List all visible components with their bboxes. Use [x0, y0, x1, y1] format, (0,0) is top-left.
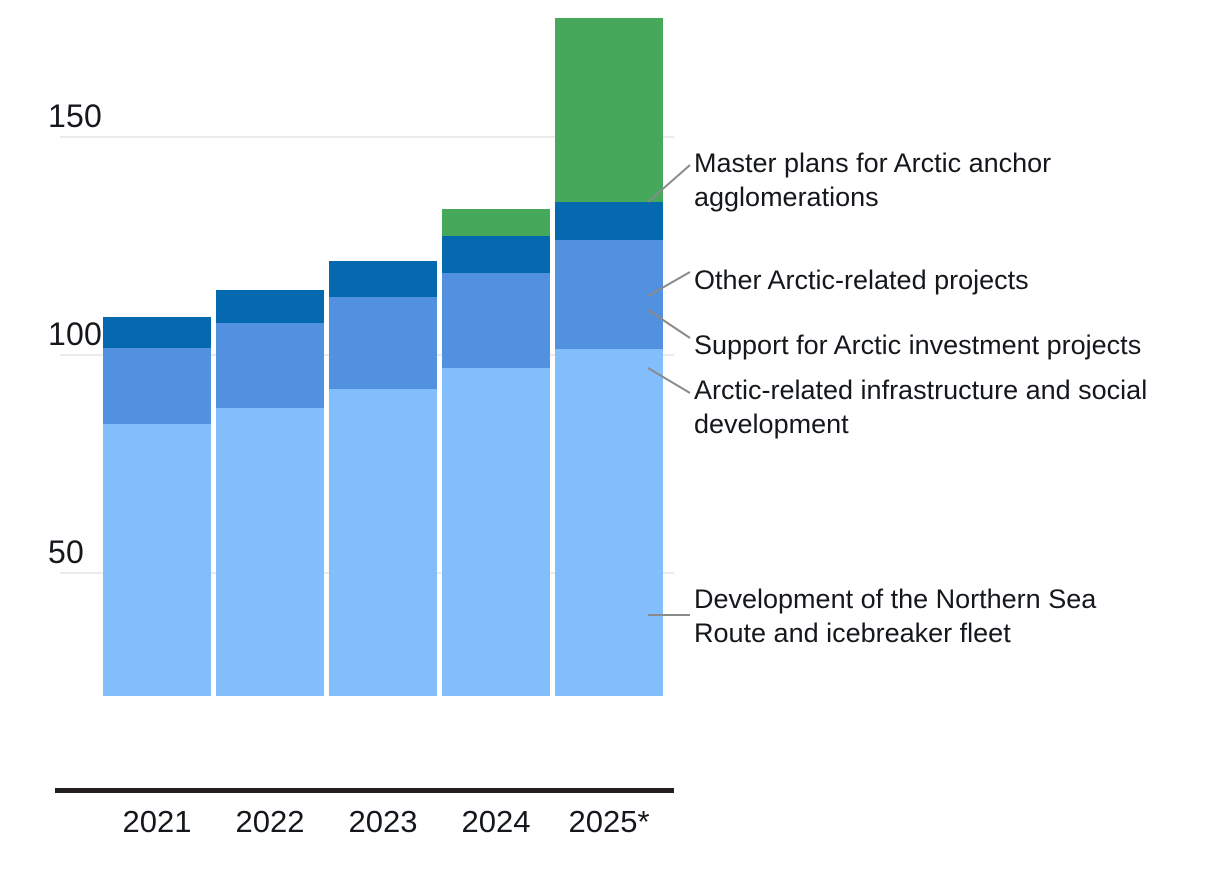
bar-2025[interactable]	[555, 18, 663, 696]
callout-nsr-line1: Development of the Northern Sea	[694, 584, 1097, 614]
callout-support-investment: Support for Arctic investment projects	[694, 330, 1142, 360]
callout-infrastructure: Arctic-related infrastructure and social…	[694, 373, 1147, 441]
callout-nsr-line2: Route and icebreaker fleet	[694, 618, 1011, 648]
callout-infrastructure-line1: Arctic-related infrastructure and social	[694, 375, 1148, 405]
segment-infrastructure-2021	[103, 348, 211, 424]
xtick-label-2024: 2024	[461, 804, 531, 839]
segment-support-2023	[329, 261, 437, 297]
ytick-label-100: 100	[48, 316, 102, 352]
xtick-label-2021: 2021	[122, 804, 192, 839]
segment-nsr-2025	[555, 349, 663, 696]
xtick-label-2025: 2025*	[568, 804, 650, 839]
segment-master-plans-2025	[555, 18, 663, 202]
segment-infrastructure-2022	[216, 323, 324, 408]
xtick-label-2023: 2023	[348, 804, 418, 839]
callout-nsr: Development of the Northern Sea Route an…	[694, 582, 1096, 650]
callout-master-plans: Master plans for Arctic anchor agglomera…	[694, 146, 1051, 214]
segment-support-2025	[555, 202, 663, 240]
callout-other-projects: Other Arctic-related projects	[694, 265, 1029, 295]
bar-2024[interactable]	[442, 209, 550, 696]
segment-nsr-2021	[103, 424, 211, 696]
segment-infrastructure-2024	[442, 273, 550, 368]
segment-nsr-2024	[442, 368, 550, 696]
callout-master-plans-line2: agglomerations	[694, 182, 879, 212]
plot-area	[103, 18, 663, 696]
xtick-label-2022: 2022	[235, 804, 305, 839]
segment-nsr-2022	[216, 408, 324, 696]
segment-infrastructure-2023	[329, 297, 437, 389]
callout-master-plans-line1: Master plans for Arctic anchor	[694, 148, 1052, 178]
segment-nsr-2023	[329, 389, 437, 696]
x-axis-line	[55, 788, 674, 793]
segment-master-plans-2024	[442, 209, 550, 236]
bar-2023[interactable]	[329, 261, 437, 696]
segment-support-2022	[216, 290, 324, 323]
gridline-150	[60, 136, 674, 138]
ytick-label-50: 50	[48, 534, 84, 570]
bar-2021[interactable]	[103, 317, 211, 696]
bar-2022[interactable]	[216, 290, 324, 696]
segment-support-2024	[442, 236, 550, 273]
segment-support-2021	[103, 317, 211, 348]
segment-infrastructure-2025	[555, 240, 663, 349]
callout-infrastructure-line2: development	[694, 409, 849, 439]
ytick-label-150: 150	[48, 98, 102, 134]
